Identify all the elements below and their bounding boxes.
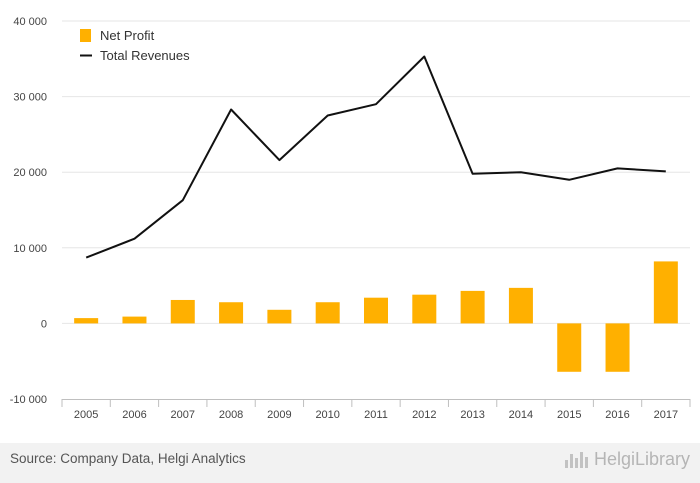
x-tick-label: 2013 (460, 409, 484, 421)
logo-text: HelgiLibrary (593, 449, 690, 469)
net-profit-bar (364, 297, 388, 324)
net-profit-bar (412, 294, 437, 324)
x-tick-label: 2016 (605, 409, 629, 421)
y-tick-label: 0 (41, 318, 47, 330)
gridlines (62, 20, 690, 324)
net-profit-bar (267, 309, 292, 324)
x-tick-label: 2005 (74, 409, 98, 421)
net-profit-bar (605, 323, 630, 372)
x-tick-label: 2012 (412, 409, 436, 421)
x-tick-label: 2011 (364, 409, 388, 421)
source-text: Source: Company Data, Helgi Analytics (10, 451, 246, 466)
x-tick-label: 2007 (171, 409, 195, 421)
net-profit-bar (557, 323, 582, 372)
helgi-library-icon (564, 451, 588, 468)
y-tick-label: -10 000 (10, 394, 47, 406)
total-revenues-line-group (85, 55, 666, 259)
net-profit-bar (653, 261, 678, 324)
footer: Source: Company Data, Helgi Analytics He… (0, 443, 700, 483)
helgi-library-logo: HelgiLibrary (564, 449, 690, 470)
y-tick-label: 40 000 (13, 16, 47, 28)
net-profit-bar (460, 290, 485, 324)
net-profit-bars (74, 261, 678, 372)
x-tick-label: 2009 (267, 409, 291, 421)
x-tick-label: 2017 (654, 409, 678, 421)
y-tick-label: 30 000 (13, 92, 47, 104)
x-tick-label: 2014 (509, 409, 533, 421)
net-profit-bar (508, 287, 533, 324)
x-tick-label: 2015 (557, 409, 581, 421)
legend: Net Profit Total Revenues (80, 28, 190, 63)
net-profit-bar (219, 302, 244, 324)
legend-label-net-profit: Net Profit (100, 28, 155, 43)
x-tick-label: 2006 (122, 409, 146, 421)
y-tick-label: 10 000 (13, 243, 47, 255)
x-axis: 2005 2006 2007 2008 2009 2010 2011 2012 2013 2014… (61, 399, 691, 421)
legend-swatch-net-profit (80, 29, 91, 42)
legend-label-total-revenues: Total Revenues (100, 48, 190, 63)
x-tick-label: 2010 (315, 409, 339, 421)
net-profit-bar (315, 302, 340, 324)
total-revenues-line (85, 55, 666, 259)
net-profit-bar (170, 299, 195, 324)
y-tick-label: 20 000 (13, 167, 47, 179)
net-profit-bar (122, 316, 147, 324)
x-tick-label: 2008 (219, 409, 243, 421)
y-axis: -10 000 0 10 000 20 000 30 000 40 000 (10, 16, 47, 406)
net-profit-bar (74, 318, 99, 324)
